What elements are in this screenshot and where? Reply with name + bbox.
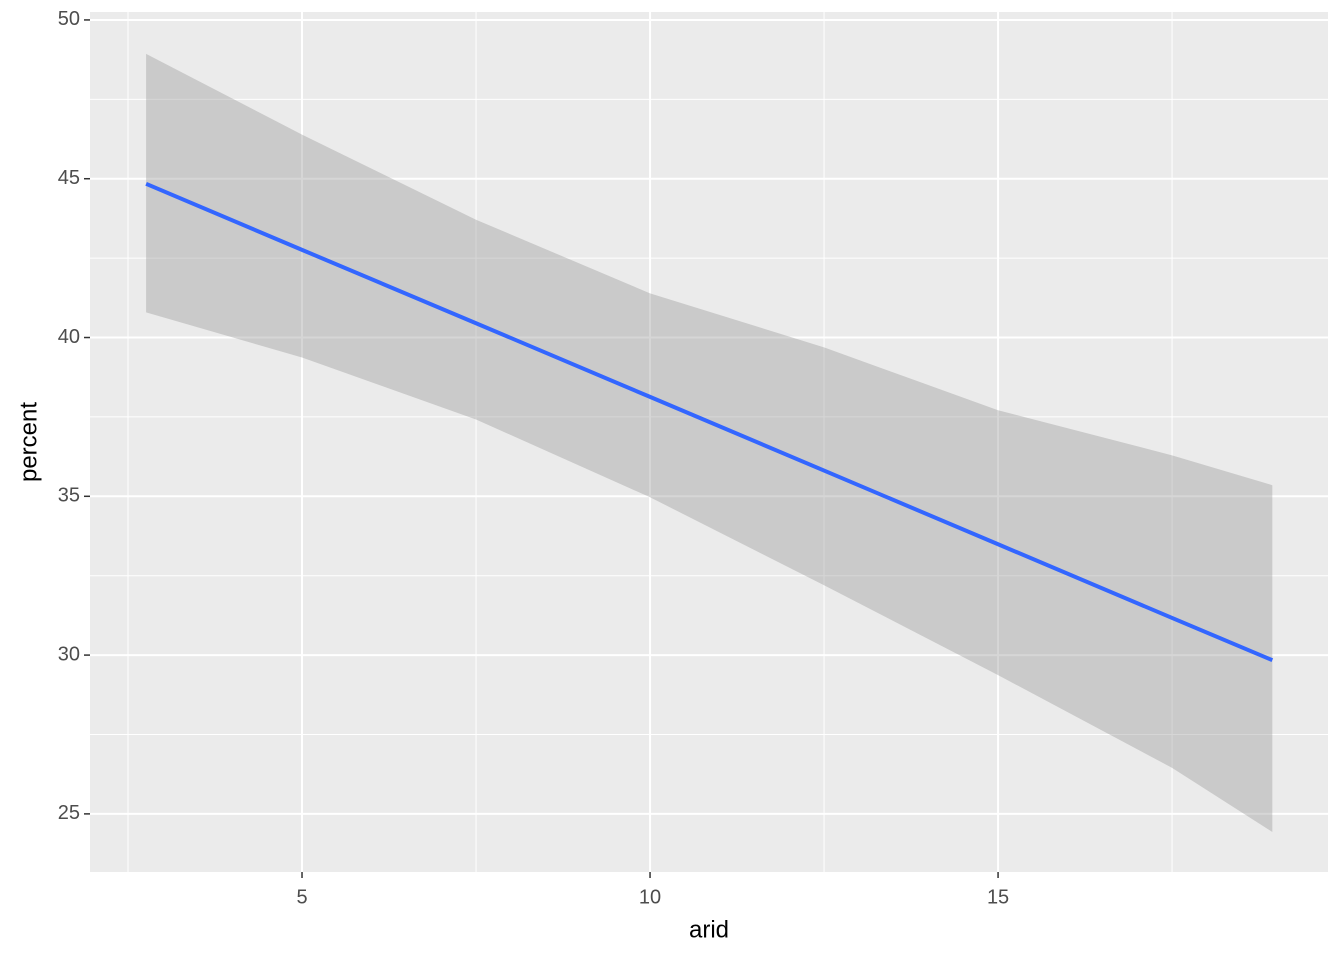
y-tick-label: 45: [58, 167, 80, 189]
y-tick-label: 35: [58, 485, 80, 507]
x-tick-label: 15: [987, 886, 1009, 908]
marks: [145, 53, 1274, 832]
y-tick-label: 25: [58, 802, 80, 824]
x-axis-title: arid: [689, 916, 729, 943]
fit-line: [145, 181, 1274, 663]
x-tick-label: 5: [296, 886, 307, 908]
x-tick-label: 10: [639, 886, 661, 908]
y-tick-label: 40: [58, 326, 80, 348]
y-axis-title: percent: [15, 402, 42, 482]
panel: [90, 12, 1328, 872]
y-tick-label: 50: [58, 8, 80, 30]
grid: [90, 12, 1328, 872]
y-tick-label: 30: [58, 643, 80, 665]
confidence-band: [146, 53, 1273, 832]
